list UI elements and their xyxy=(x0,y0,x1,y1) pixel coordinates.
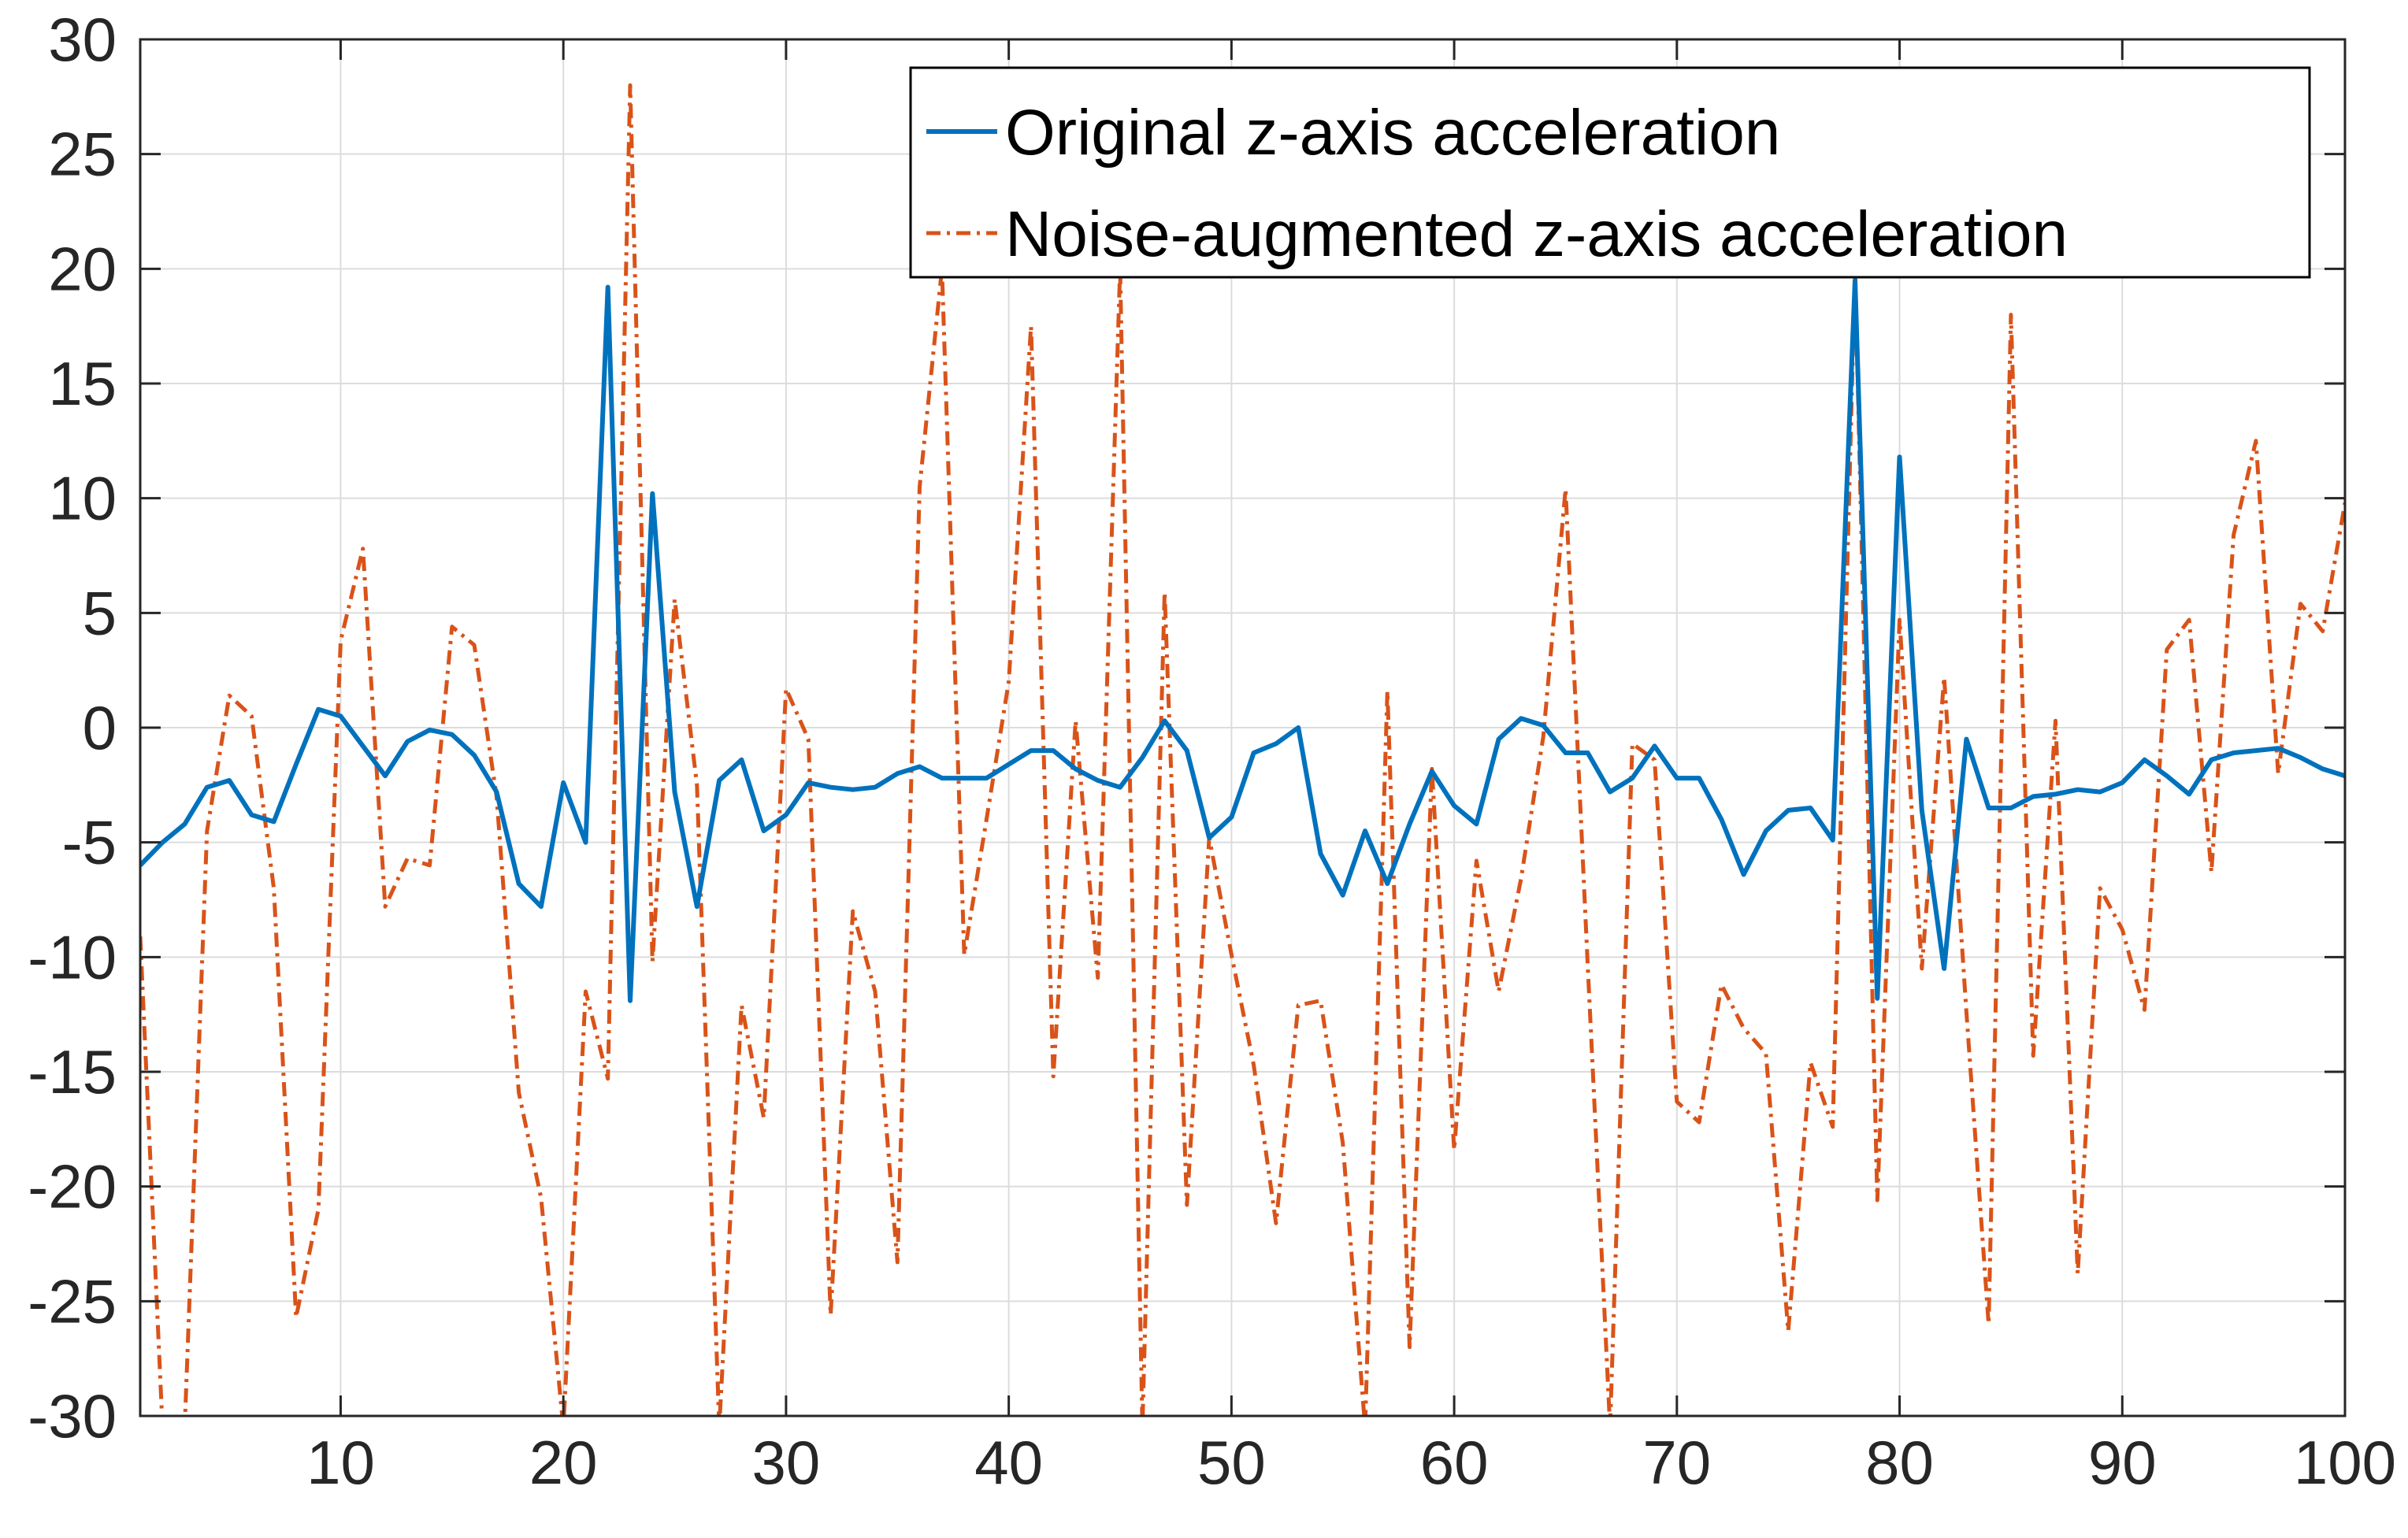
x-tick-label: 60 xyxy=(1420,1428,1489,1497)
legend-label-noise: Noise-augmented z-axis acceleration xyxy=(1005,198,2068,270)
plot-area xyxy=(140,83,2345,1416)
y-tick-label: 15 xyxy=(48,349,117,418)
legend-box xyxy=(909,66,2311,279)
x-tick-label: 50 xyxy=(1197,1428,1266,1497)
x-tick-label: 20 xyxy=(529,1428,598,1497)
axis-ticks: 10 20 30 40 50 60 70 80 90 100302520151050-5-10-1… xyxy=(28,5,2396,1497)
x-tick-label: 80 xyxy=(1865,1428,1934,1497)
y-tick-label: 5 xyxy=(83,578,117,647)
y-tick-label: -5 xyxy=(62,808,117,877)
y-tick-label: -10 xyxy=(28,922,117,991)
y-tick-label: 20 xyxy=(48,234,117,303)
x-tick-label: 30 xyxy=(752,1428,821,1497)
x-tick-label: 10 xyxy=(306,1428,375,1497)
y-tick-label: -25 xyxy=(28,1266,117,1336)
x-tick-label: 70 xyxy=(1642,1428,1711,1497)
legend: Original z-axis acceleration Noise-augme… xyxy=(909,66,2311,279)
x-tick-label: 90 xyxy=(2088,1428,2157,1497)
series-line-original xyxy=(140,277,2345,1003)
y-tick-label: 10 xyxy=(48,464,117,533)
y-tick-label: 25 xyxy=(48,120,117,189)
x-tick-label: 100 xyxy=(2294,1428,2396,1497)
y-tick-label: -15 xyxy=(28,1037,117,1106)
y-tick-label: -30 xyxy=(28,1381,117,1451)
y-tick-label: 30 xyxy=(48,5,117,74)
y-tick-label: 0 xyxy=(83,693,117,762)
x-tick-label: 40 xyxy=(974,1428,1043,1497)
y-tick-label: -20 xyxy=(28,1152,117,1221)
series-line-noise-augmented xyxy=(140,83,2345,1416)
legend-label-original: Original z-axis acceleration xyxy=(1005,97,1780,169)
